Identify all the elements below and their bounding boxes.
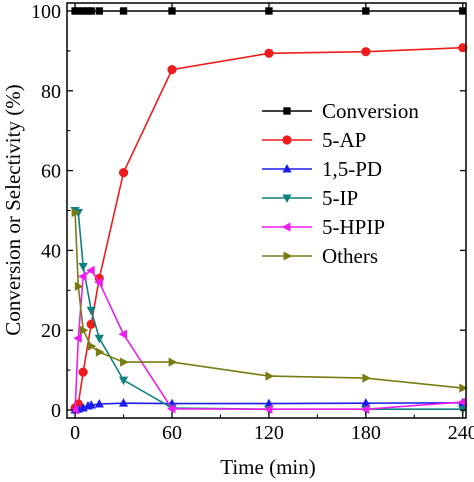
series-5-hpip	[70, 265, 467, 415]
legend-item-5-ap: 5-AP	[262, 128, 366, 152]
data-point-others-0	[71, 207, 81, 218]
data-point-5-ap-9	[458, 43, 468, 53]
series-line-5-ap	[74, 46, 463, 409]
data-point-others-2	[79, 325, 89, 335]
x-tick-label-240: 240	[448, 422, 474, 444]
data-point-5-hpip-0	[70, 405, 79, 415]
series-line-5-ip	[74, 209, 463, 410]
legend-marker-conversion	[283, 107, 291, 115]
data-point-1-5-pd-4	[86, 400, 96, 409]
data-point-conversion-4	[87, 7, 95, 15]
legend-item-5-ip: 5-IP	[262, 186, 358, 210]
data-point-conversion-5	[95, 7, 103, 15]
data-point-others-1	[74, 281, 84, 291]
data-point-5-ip-3	[86, 306, 96, 316]
data-point-5-ap-6	[167, 65, 177, 75]
x-axis-label: Time (min)	[220, 455, 315, 479]
data-point-5-ap-5	[118, 167, 129, 178]
legend-label-conversion: Conversion	[322, 99, 419, 123]
data-point-others-9	[459, 383, 468, 393]
data-point-5-hpip-7	[263, 404, 273, 414]
legend-marker-5-ap	[282, 135, 292, 145]
plot-area	[70, 7, 468, 415]
data-point-others-6	[168, 357, 178, 367]
data-point-5-hpip-1	[73, 333, 82, 343]
data-point-others-4	[95, 347, 105, 357]
data-point-others-7	[265, 371, 274, 381]
data-point-others-5	[120, 357, 129, 367]
x-tick-label-120: 120	[254, 422, 284, 444]
legend-marker-5-hpip	[281, 222, 291, 232]
data-point-5-hpip-5	[118, 329, 127, 339]
legend-marker-5-ip	[282, 194, 292, 204]
axes: 0 60 120 180 240 0 20 40 60 80 100	[31, 1, 474, 444]
data-point-5-ap-7	[264, 48, 274, 58]
legend-item-others: Others	[262, 244, 378, 268]
data-point-5-hpip-8	[360, 404, 370, 414]
y-tick-label-20: 20	[41, 320, 61, 342]
legend-marker-others	[283, 251, 293, 261]
data-point-5-ip-2	[78, 262, 88, 272]
data-point-5-ap-3	[86, 319, 96, 329]
data-point-1-5-pd-9	[361, 398, 371, 407]
data-point-5-hpip-4	[94, 277, 103, 287]
data-point-conversion-2	[79, 7, 87, 15]
data-point-5-ip-4	[94, 334, 104, 344]
legend-marker-1-5-pd	[282, 163, 292, 173]
legend-label-others: Others	[322, 244, 378, 268]
x-tick-label-0: 0	[70, 422, 80, 444]
data-point-conversion-6	[119, 7, 128, 15]
legend-label-5-hpip: 5-HPIP	[322, 215, 385, 239]
data-point-1-5-pd-8	[264, 398, 274, 408]
data-point-5-hpip-2	[78, 271, 87, 281]
data-point-conversion-8	[265, 7, 273, 15]
x-tick-label-60: 60	[162, 422, 182, 444]
series-line-5-hpip	[74, 269, 463, 411]
data-point-1-5-pd-6	[118, 398, 129, 407]
data-point-conversion-1	[74, 7, 82, 15]
data-point-5-ap-2	[78, 367, 88, 377]
y-tick-label-60: 60	[41, 161, 61, 183]
legend-item-1-5-pd: 1,5-PD	[262, 157, 382, 181]
data-point-others-8	[362, 373, 371, 383]
legend-label-5-ap: 5-AP	[322, 128, 366, 152]
data-point-5-hpip-6	[166, 404, 176, 414]
data-point-5-ap-8	[361, 47, 371, 57]
data-point-conversion-7	[168, 7, 176, 15]
data-point-5-ip-5	[118, 376, 129, 386]
data-point-1-5-pd-5	[94, 398, 104, 408]
legend-label-5-ip: 5-IP	[322, 186, 358, 210]
legend-label-1-5-pd: 1,5-PD	[322, 157, 382, 181]
data-point-5-hpip-3	[86, 265, 95, 275]
series-line-others	[74, 212, 463, 389]
y-tick-label-100: 100	[31, 1, 61, 23]
legend-item-5-hpip: 5-HPIP	[262, 215, 385, 239]
legend-item-conversion: Conversion	[262, 99, 419, 123]
y-tick-label-40: 40	[41, 240, 61, 262]
data-point-others-3	[87, 341, 97, 351]
y-tick-label-0: 0	[51, 400, 61, 422]
plot-frame	[66, 2, 467, 419]
y-axis-label: Conversion or Selectivity (%)	[1, 84, 25, 335]
series-others	[71, 207, 468, 393]
data-point-conversion-9	[362, 7, 370, 15]
x-tick-label-180: 180	[351, 422, 381, 444]
legend: Conversion 5-AP 1,5-PD 5-IP 5-HPIP Others	[262, 99, 419, 268]
y-tick-label-80: 80	[41, 81, 61, 103]
data-point-5-hpip-9	[457, 397, 467, 407]
